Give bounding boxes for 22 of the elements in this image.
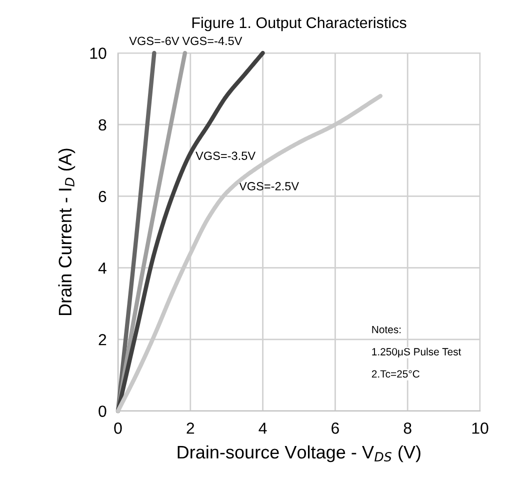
series-label: VGS=-4.5V — [182, 36, 242, 46]
chart-title: Figure 1. Output Characteristics — [192, 16, 406, 32]
y-tick-label: 6 — [98, 190, 106, 202]
series-label: VGS=-3.5V — [196, 152, 256, 160]
x-tick-label: 6 — [332, 422, 339, 434]
y-tick-label: 0 — [98, 406, 106, 417]
annotation: Notes: — [372, 326, 401, 334]
y-tick-label: 4 — [98, 262, 106, 274]
y-tick-label: 2 — [98, 334, 106, 346]
annotation: 1.250μS Pulse Test — [372, 348, 462, 358]
x-tick-label: 10 — [472, 422, 488, 434]
y-tick-label: 10 — [90, 48, 106, 59]
y-tick-label: 8 — [98, 119, 106, 131]
series-label: VGS=-6V — [129, 36, 180, 46]
x-axis-title: Drain-source Voltage - V$_{DS}$ (V) — [178, 445, 420, 462]
y-axis-title: Drain Current - I$_{D}$ (A) — [58, 148, 76, 316]
series-label: VGS=-2.5V — [239, 182, 299, 190]
x-tick-label: 8 — [404, 422, 412, 434]
x-tick-label: 4 — [258, 422, 267, 434]
x-tick-label: 2 — [186, 422, 194, 434]
x-tick-label: 0 — [114, 422, 122, 434]
annotation: 2.Tc=25°C — [372, 370, 420, 378]
